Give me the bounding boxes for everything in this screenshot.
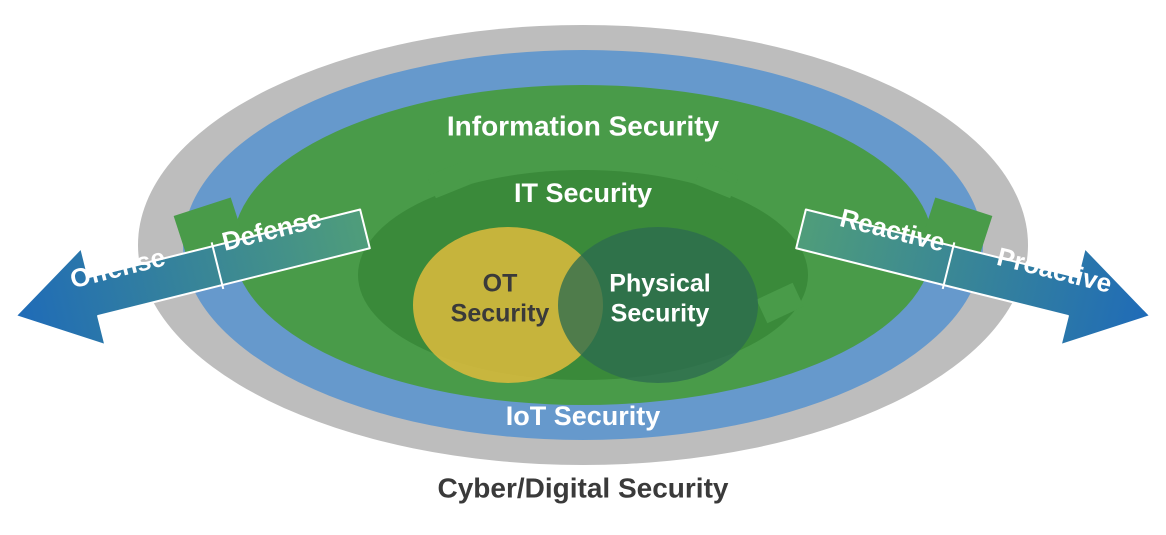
label-iot-security: IoT Security: [506, 401, 661, 431]
label-physical-line2: Security: [611, 300, 710, 328]
security-diagram: Defense Offense Reactive Proactive Infor…: [0, 0, 1166, 535]
label-physical-line1: Physical: [609, 270, 710, 298]
label-cyber-digital-security: Cyber/Digital Security: [438, 472, 729, 503]
label-it-security: IT Security: [514, 178, 652, 208]
label-information-security: Information Security: [447, 110, 720, 141]
label-ot-line2: Security: [451, 300, 550, 328]
label-ot-line1: OT: [483, 270, 518, 298]
